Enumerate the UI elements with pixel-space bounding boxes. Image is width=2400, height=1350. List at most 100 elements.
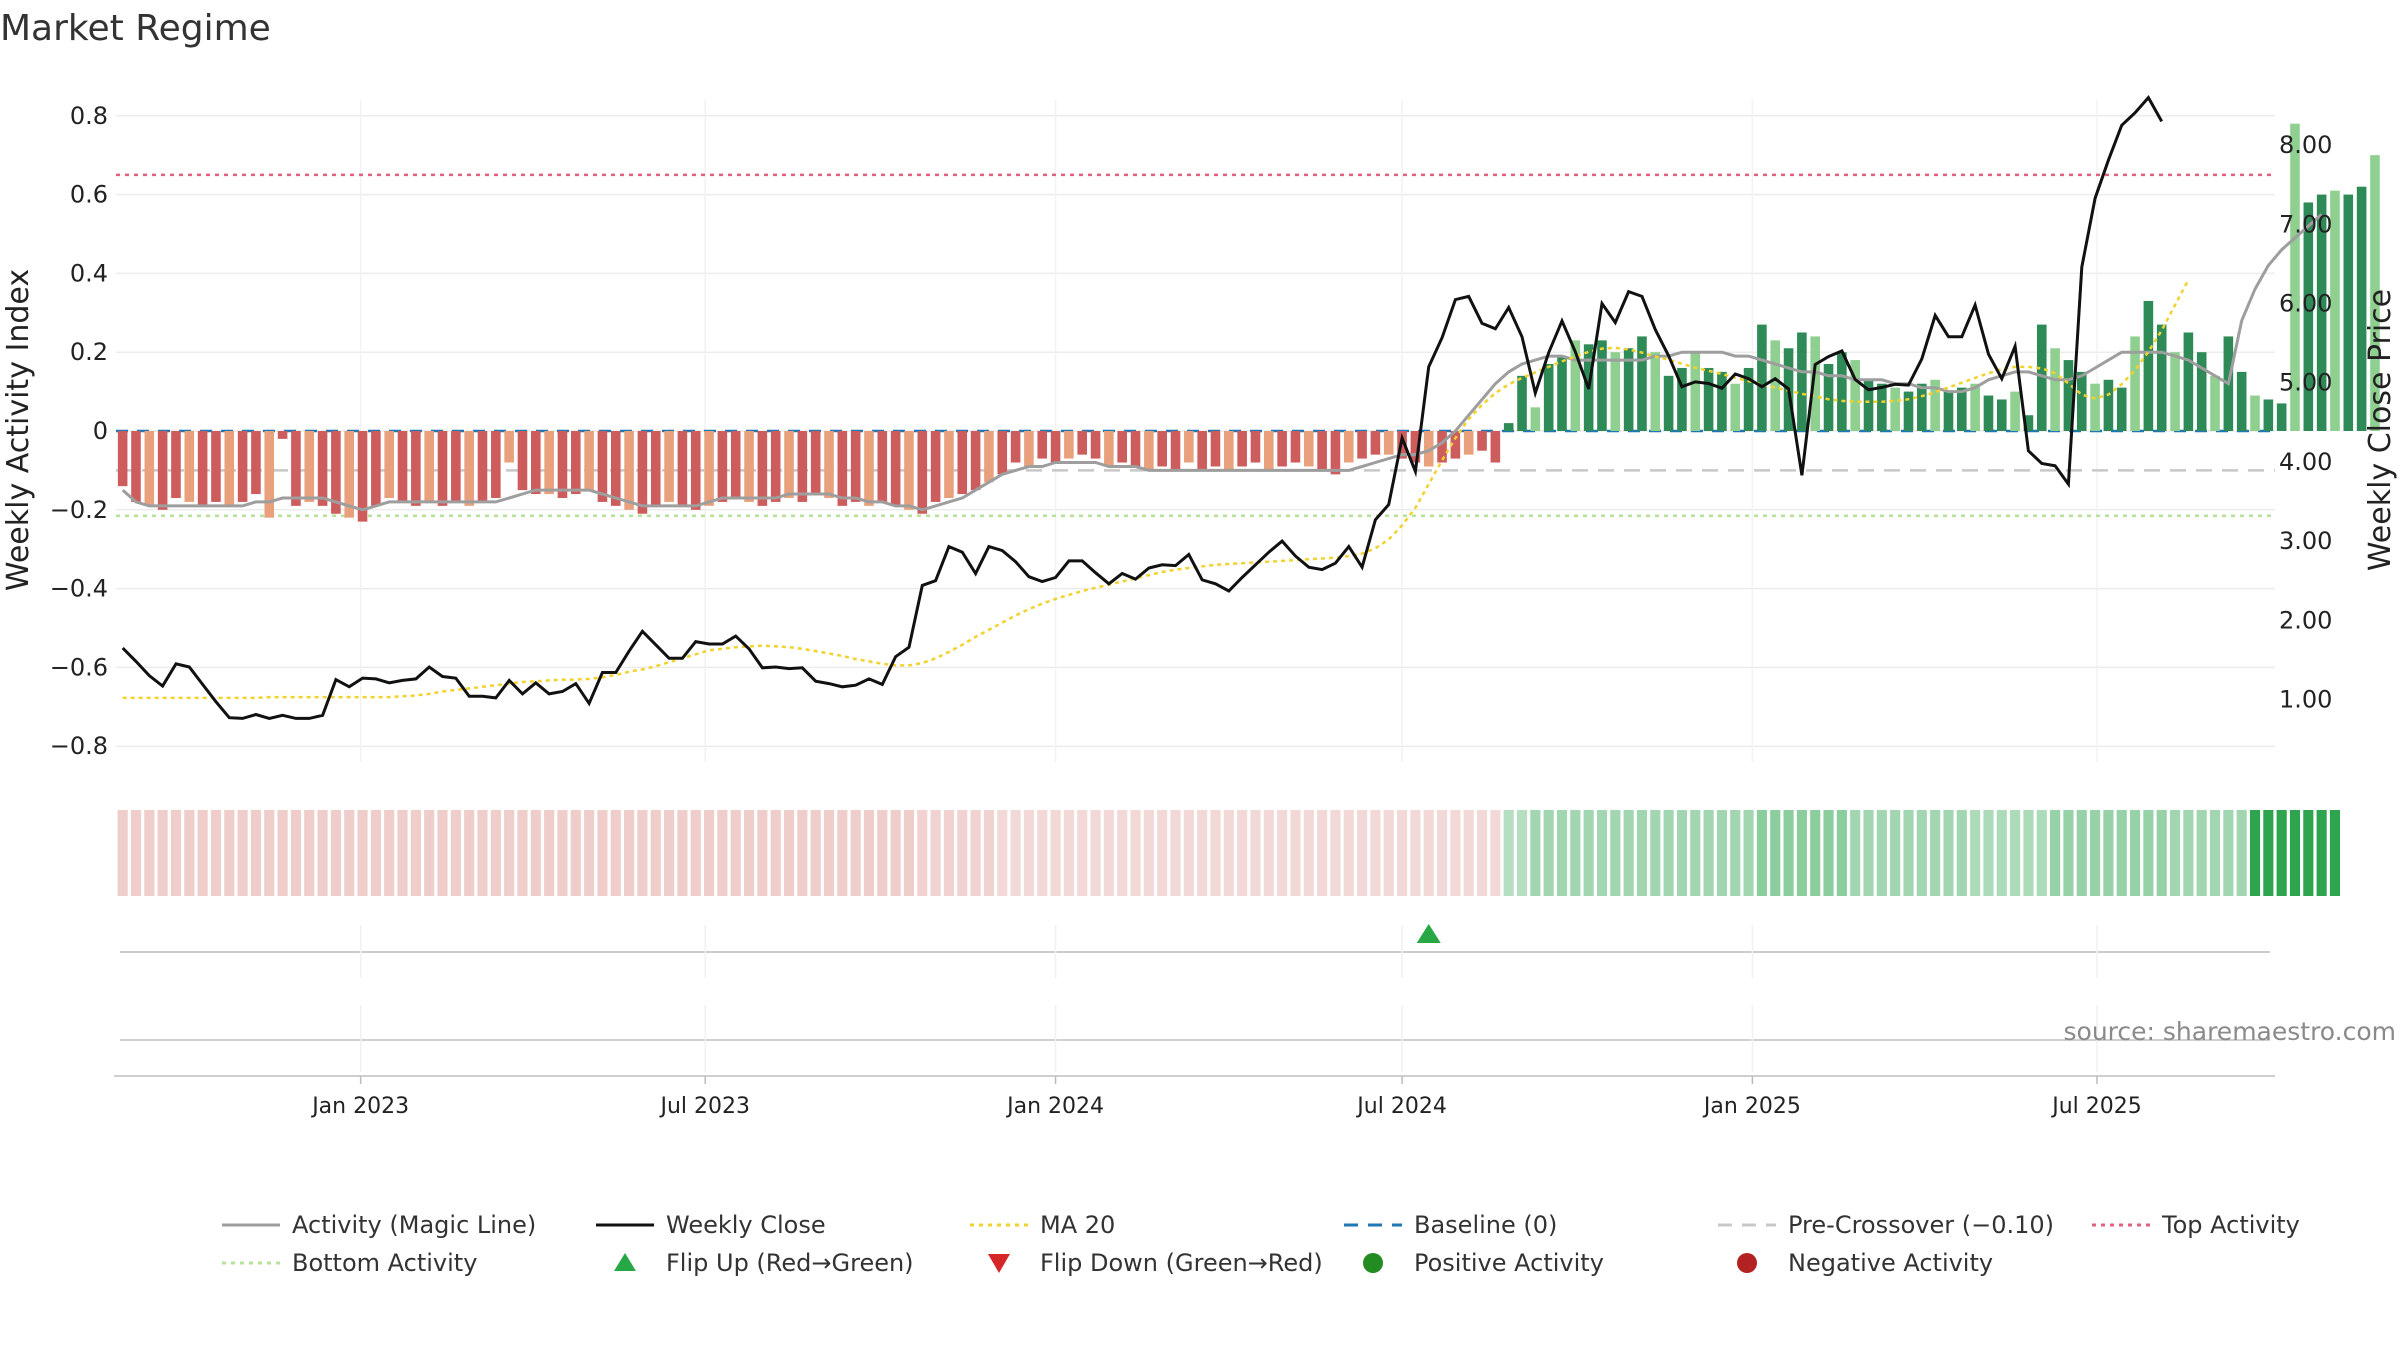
- regime-strip-cell: [1183, 810, 1194, 896]
- activity-bar: [1210, 431, 1221, 467]
- regime-strip-cell: [850, 810, 861, 896]
- regime-strip-cell: [424, 810, 435, 896]
- regime-strip-cell: [157, 810, 168, 896]
- activity-bar: [1343, 431, 1354, 463]
- legend-label: Top Activity: [2161, 1211, 2300, 1239]
- activity-bar: [1423, 431, 1434, 467]
- activity-bar: [1797, 332, 1807, 431]
- regime-strip-cell: [1690, 810, 1701, 896]
- source-label: source: sharemaestro.com: [2064, 1017, 2397, 1046]
- activity-bar: [1383, 431, 1394, 455]
- regime-strip-cell: [2183, 810, 2194, 896]
- activity-bar: [650, 431, 661, 506]
- activity-bar: [917, 431, 928, 514]
- activity-bar: [1503, 423, 1514, 431]
- activity-bar: [544, 431, 554, 495]
- triangle-up-icon: [614, 1253, 636, 1271]
- activity-bar: [1557, 356, 1567, 431]
- regime-strip-cell: [1556, 810, 1568, 896]
- regime-strip-cell: [530, 810, 541, 896]
- regime-strip-cell: [1343, 810, 1354, 896]
- activity-bar: [277, 431, 288, 439]
- regime-strip-cell: [770, 810, 781, 896]
- activity-bar: [1237, 431, 1247, 467]
- activity-bar: [2250, 395, 2260, 431]
- activity-bar: [197, 431, 208, 506]
- legend-item: Baseline (0): [1344, 1211, 1557, 1239]
- regime-strip-cell: [570, 810, 581, 896]
- regime-strip-cell: [863, 810, 875, 896]
- regime-strip-cell: [1170, 810, 1181, 896]
- activity-bar: [2170, 352, 2180, 431]
- regime-strip-cell: [1436, 810, 1448, 896]
- legend-item: Negative Activity: [1737, 1249, 1993, 1277]
- regime-strip-cell: [903, 810, 915, 896]
- regime-strip-cell: [2143, 810, 2154, 896]
- y-left-tick-label: −0.2: [50, 496, 108, 524]
- activity-bar: [117, 431, 128, 487]
- regime-strip-cell: [1863, 810, 1874, 896]
- regime-strip: [117, 810, 2341, 896]
- regime-strip-cell: [1770, 810, 1781, 896]
- activity-bar: [1530, 407, 1541, 431]
- activity-bar: [517, 431, 528, 491]
- regime-strip-cell: [384, 810, 395, 896]
- y-right-axis-title: Weekly Close Price: [2363, 289, 2398, 571]
- regime-strip-cell: [304, 810, 315, 896]
- activity-bar: [317, 431, 328, 506]
- regime-strip-cell: [1423, 810, 1434, 896]
- activity-bar: [1077, 431, 1088, 455]
- activity-bar: [1837, 352, 1847, 431]
- regime-strip-cell: [1277, 810, 1288, 896]
- magic-line-series: [121, 213, 2323, 512]
- regime-strip-cell: [997, 810, 1008, 896]
- activity-bar: [2356, 186, 2367, 431]
- activity-bar: [1157, 431, 1167, 467]
- legend-label: Flip Down (Green→Red): [1040, 1249, 1323, 1277]
- activity-bar: [610, 431, 621, 506]
- activity-bar: [1090, 431, 1101, 459]
- activity-bar: [2316, 194, 2327, 431]
- regime-strip-cell: [197, 810, 208, 896]
- legend-label: Baseline (0): [1414, 1211, 1557, 1239]
- legend-item: Positive Activity: [1363, 1249, 1604, 1277]
- regime-strip-cell: [1916, 810, 1927, 896]
- regime-strip-cell: [2036, 810, 2047, 896]
- regime-strip-cell: [170, 810, 182, 896]
- activity-bar: [1890, 387, 1900, 431]
- activity-bar: [1717, 371, 1727, 431]
- legend-label: MA 20: [1040, 1211, 1115, 1239]
- y-right-tick-label: 4.00: [2279, 448, 2332, 476]
- y-right-tick-label: 5.00: [2279, 369, 2332, 397]
- activity-bar: [2183, 332, 2194, 431]
- activity-bar: [264, 431, 275, 518]
- regime-strip-cell: [2209, 810, 2221, 896]
- activity-bar: [1823, 364, 1834, 431]
- activity-bar: [451, 431, 461, 502]
- regime-strip-cell: [1903, 810, 1914, 896]
- activity-bar: [1730, 383, 1741, 431]
- activity-bar: [251, 431, 261, 495]
- regime-strip-cell: [703, 810, 715, 896]
- activity-bar: [1303, 431, 1314, 467]
- regime-strip-cell: [130, 810, 142, 896]
- activity-bar: [1104, 431, 1114, 467]
- regime-strip-cell: [797, 810, 808, 896]
- activity-bar: [1410, 431, 1421, 463]
- regime-strip-cell: [1930, 810, 1941, 896]
- dot-icon: [1737, 1253, 1757, 1273]
- activity-bar: [890, 431, 901, 506]
- regime-strip-cell: [1370, 810, 1381, 896]
- regime-strip-cell: [1703, 810, 1714, 896]
- activity-bar: [2303, 202, 2314, 431]
- activity-bar: [1650, 352, 1661, 431]
- activity-bar: [304, 431, 315, 502]
- activity-bar: [371, 431, 381, 506]
- activity-bar: [1850, 360, 1860, 431]
- y-left-tick-label: 0.2: [70, 338, 108, 366]
- regime-strip-cell: [1570, 810, 1581, 896]
- y-right-tick-label: 2.00: [2279, 606, 2332, 634]
- regime-strip-cell: [1783, 810, 1794, 896]
- regime-strip-cell: [2303, 810, 2314, 896]
- activity-bar: [744, 431, 754, 502]
